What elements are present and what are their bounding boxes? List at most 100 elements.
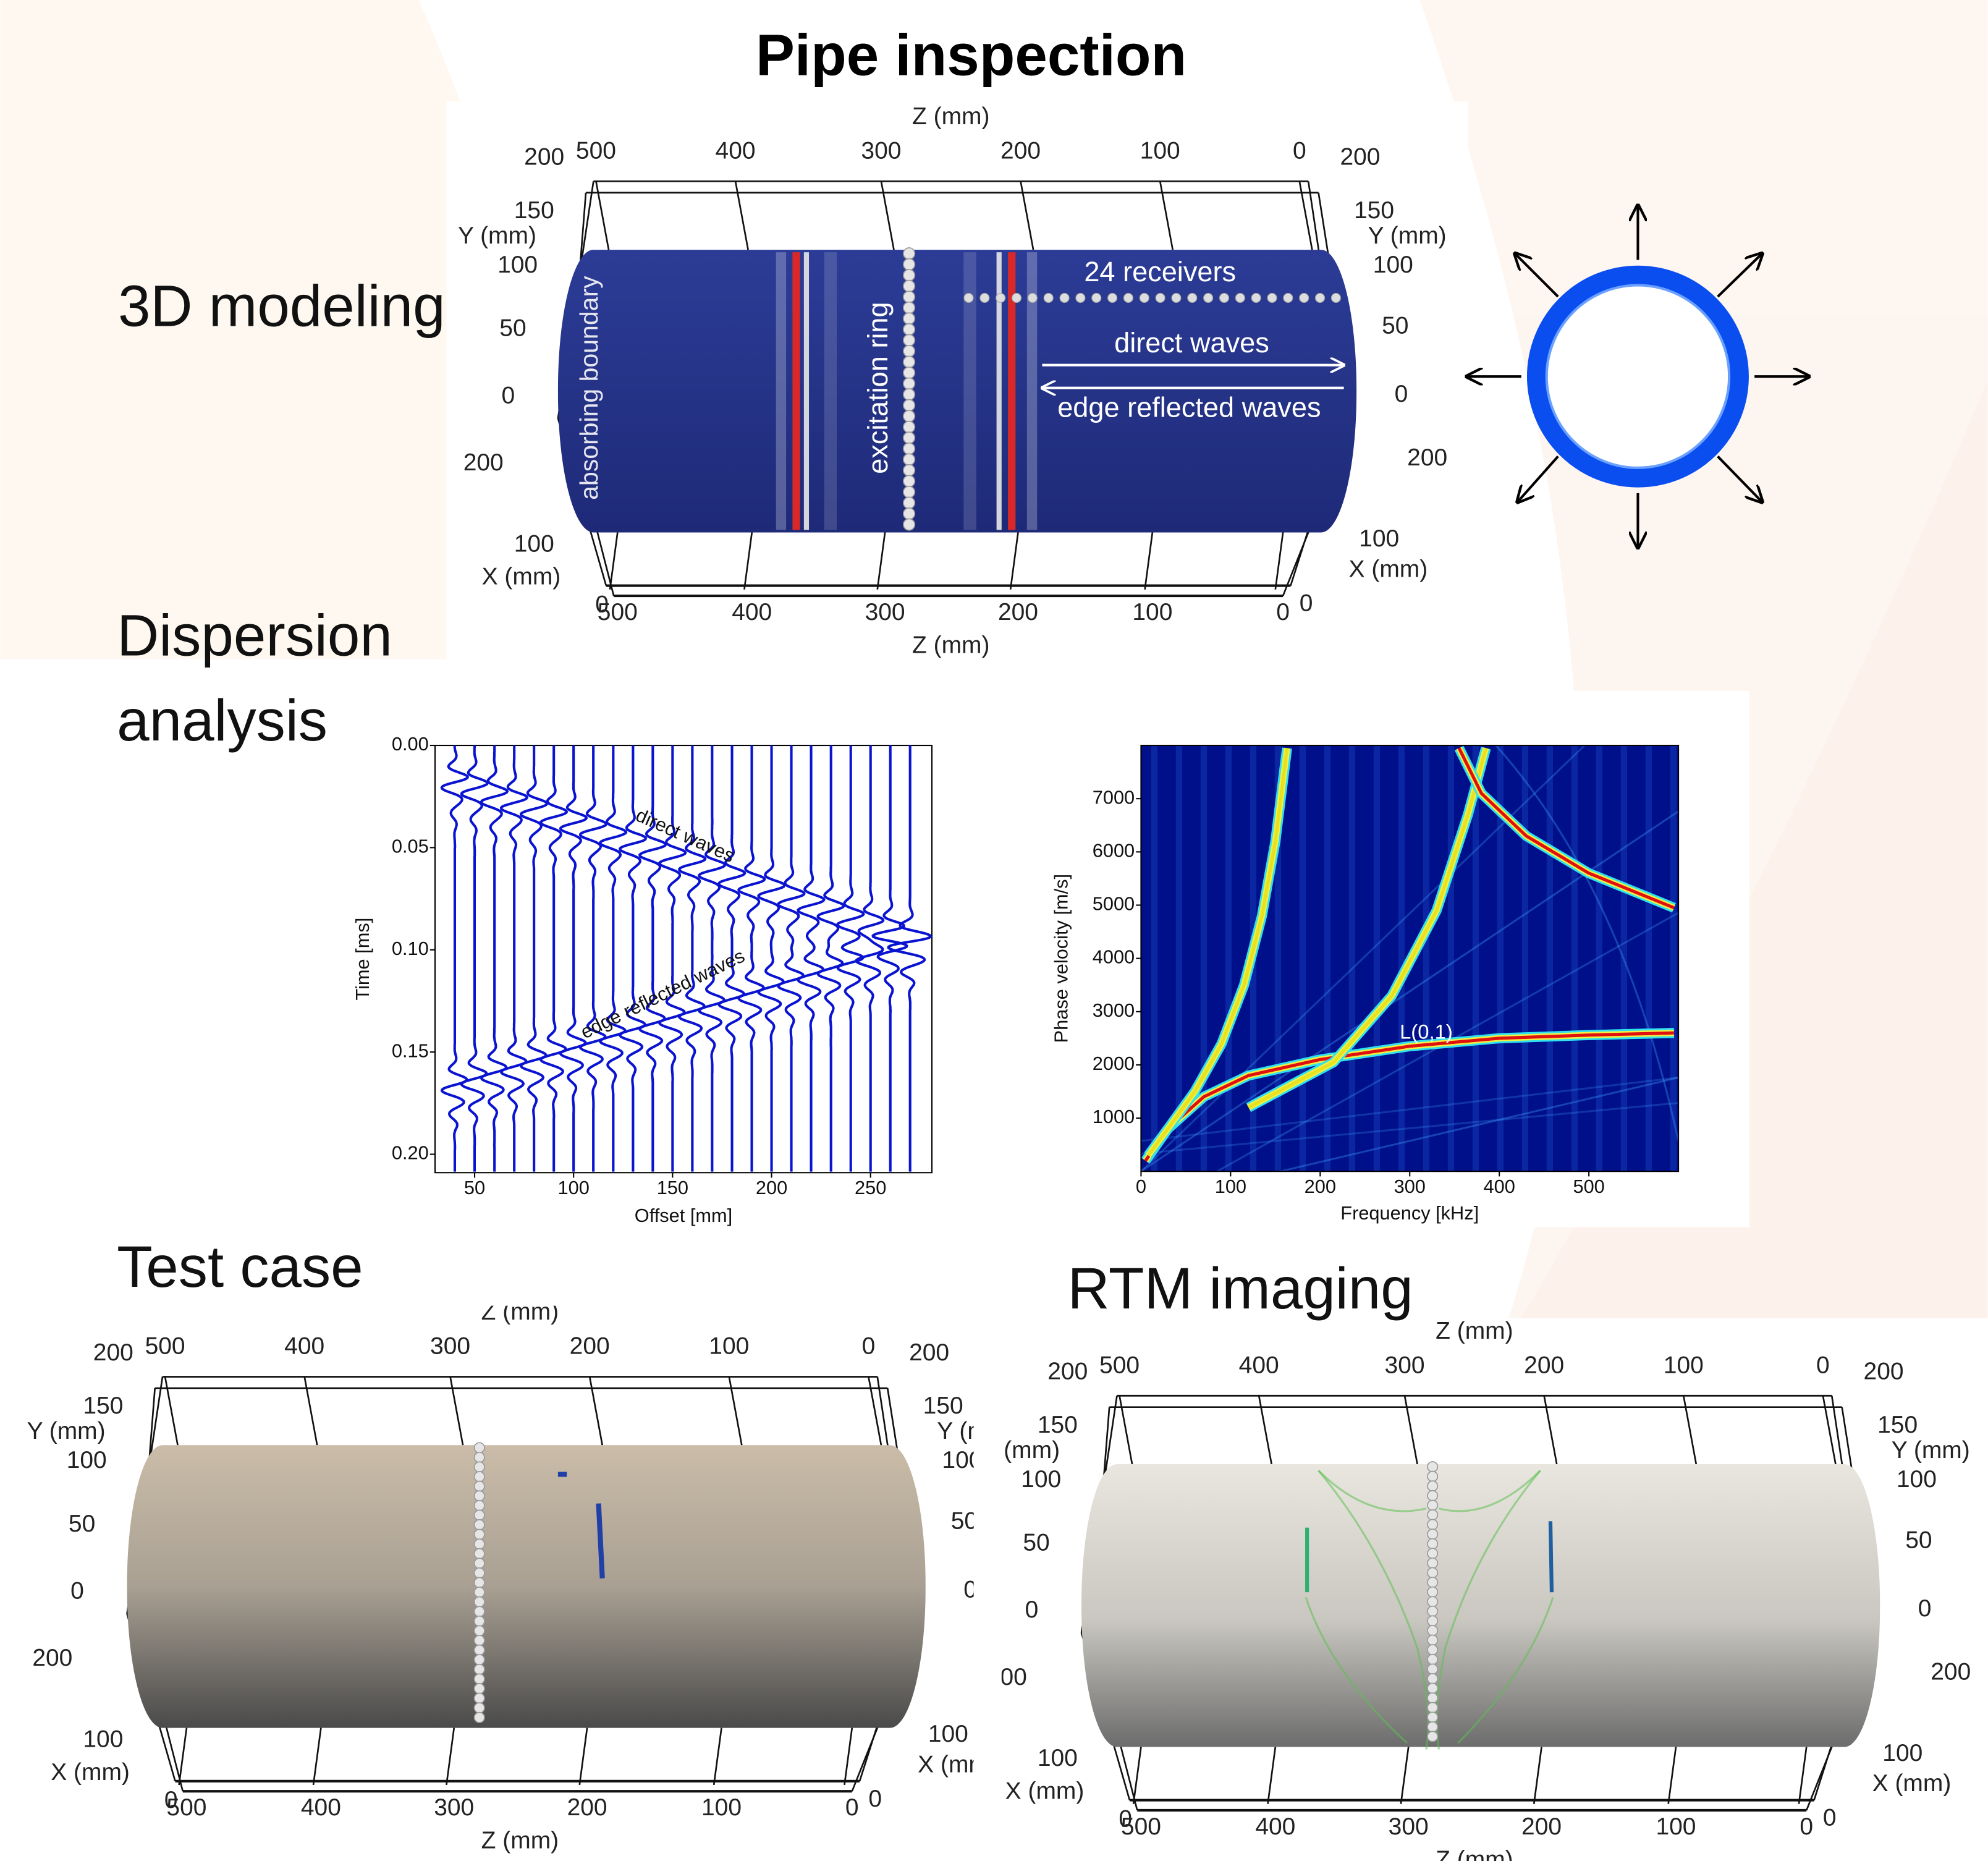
receiver (1204, 294, 1213, 303)
axis-label: X (mm) (482, 564, 561, 590)
axis-label: 200 (998, 599, 1038, 625)
streak (1300, 745, 1306, 1171)
axis-label: 0 (1300, 590, 1313, 617)
axis-label: 100 (942, 1447, 982, 1473)
receiver (1267, 294, 1277, 303)
axis-label: 200 (524, 144, 564, 171)
axis-label: 0 (595, 591, 609, 618)
receiver (1188, 294, 1197, 303)
axis-label: 200 (1524, 1352, 1564, 1378)
axis-label: Z (mm) (481, 1828, 559, 1854)
axis-label: 0 (70, 1577, 84, 1604)
annotation: L(0,1) (1400, 1020, 1453, 1043)
axis-label: 0 (1395, 381, 1408, 407)
y-tick-label: 3000 (1093, 999, 1135, 1021)
axis-label: Y (mm) (1892, 1437, 1970, 1464)
receiver (1220, 294, 1229, 303)
ring-node (1428, 1577, 1437, 1587)
ring-node (1428, 1519, 1437, 1529)
annotation: direct waves (1114, 327, 1269, 358)
ring-node (475, 1587, 484, 1597)
y-tick-label: 7000 (1093, 786, 1135, 808)
section-label: Dispersion (117, 603, 392, 668)
ring-node (903, 248, 915, 259)
y-axis-label: Phase velocity [m/s] (1050, 874, 1072, 1043)
streak (1522, 745, 1528, 1171)
streak (1646, 745, 1652, 1171)
ring-node (903, 443, 915, 454)
axis-label: 100 (514, 530, 554, 557)
axis-label: 100 (709, 1333, 749, 1360)
receiver (1060, 294, 1069, 303)
x-tick-label: 200 (756, 1177, 787, 1198)
pipe-body (127, 1445, 926, 1727)
wave-band (804, 252, 809, 530)
x-tick-label: 0 (1136, 1176, 1146, 1197)
axis-label: 200 (463, 449, 504, 476)
page: {"title":"Pipe inspection", "section_lab… (0, 0, 1988, 1861)
ring-node (1428, 1683, 1437, 1693)
axis-label: 100 (1140, 137, 1180, 164)
streak (1398, 745, 1405, 1171)
streak (1349, 745, 1355, 1171)
section-label: analysis (117, 688, 328, 753)
axis-label: 0 (1800, 1813, 1813, 1840)
axis-label: 200 (909, 1339, 949, 1366)
axis-label: 0 (963, 1576, 977, 1603)
title: Pipe inspection (756, 22, 1186, 87)
receiver (1028, 294, 1037, 303)
axis-label: 200 (987, 1664, 1027, 1690)
ring-node (475, 1472, 484, 1482)
annotation: absorbing boundary (575, 276, 603, 500)
axis-label: 100 (83, 1726, 123, 1752)
ring-node (475, 1529, 484, 1539)
axis-label: 500 (576, 137, 616, 164)
axis-label: 100 (67, 1447, 107, 1473)
wave-band (776, 252, 786, 530)
panel-bg (355, 695, 996, 1227)
ring-node (1428, 1548, 1437, 1558)
x-tick-label: 200 (1305, 1176, 1336, 1197)
ring-node (903, 345, 915, 357)
axis-label: 300 (865, 599, 905, 625)
streak (1571, 745, 1578, 1171)
x-axis-label: Offset [mm] (635, 1205, 732, 1226)
receiver (1076, 294, 1085, 303)
axis-label: Y (mm) (27, 1418, 106, 1444)
axis-label: 400 (1239, 1352, 1279, 1378)
receiver (964, 294, 973, 303)
axis-label: 100 (1132, 599, 1172, 625)
receiver (1156, 294, 1165, 303)
radial-diagram (1467, 205, 1809, 548)
section-label: 3D modeling (118, 273, 446, 338)
annotation: excitation ring (862, 302, 894, 473)
streak (1374, 745, 1380, 1171)
ring-node (903, 313, 915, 324)
ring-node (903, 400, 915, 411)
ring-node (1428, 1539, 1437, 1549)
pipe-body (1081, 1464, 1880, 1747)
axis-label: 400 (284, 1333, 324, 1360)
axis-label: 50 (951, 1508, 978, 1535)
ring-node (903, 497, 915, 508)
y-tick-label: 5000 (1093, 893, 1135, 915)
ring-node (475, 1616, 484, 1626)
slide: Pipe inspection 3D modeling Dispersion a… (0, 0, 1988, 1861)
axis-label: 100 (1656, 1813, 1696, 1840)
axis-label: 100 (497, 252, 538, 278)
ring-node (1428, 1606, 1437, 1616)
x-tick-label: 250 (855, 1177, 886, 1198)
ring-node (1428, 1664, 1437, 1674)
wave-band (824, 252, 837, 530)
ring-node (1428, 1722, 1437, 1732)
ring-node (903, 465, 915, 476)
x-tick-label: 100 (1215, 1176, 1246, 1197)
wave-band (792, 252, 800, 530)
axis-label: 200 (1521, 1813, 1562, 1840)
ring-node (903, 432, 915, 443)
ring-node (903, 519, 915, 530)
axis-label: 200 (1340, 144, 1380, 171)
y-tick-label: 0.15 (392, 1040, 429, 1061)
axis-label: 200 (1000, 137, 1041, 164)
axis-label: 0 (862, 1333, 876, 1360)
